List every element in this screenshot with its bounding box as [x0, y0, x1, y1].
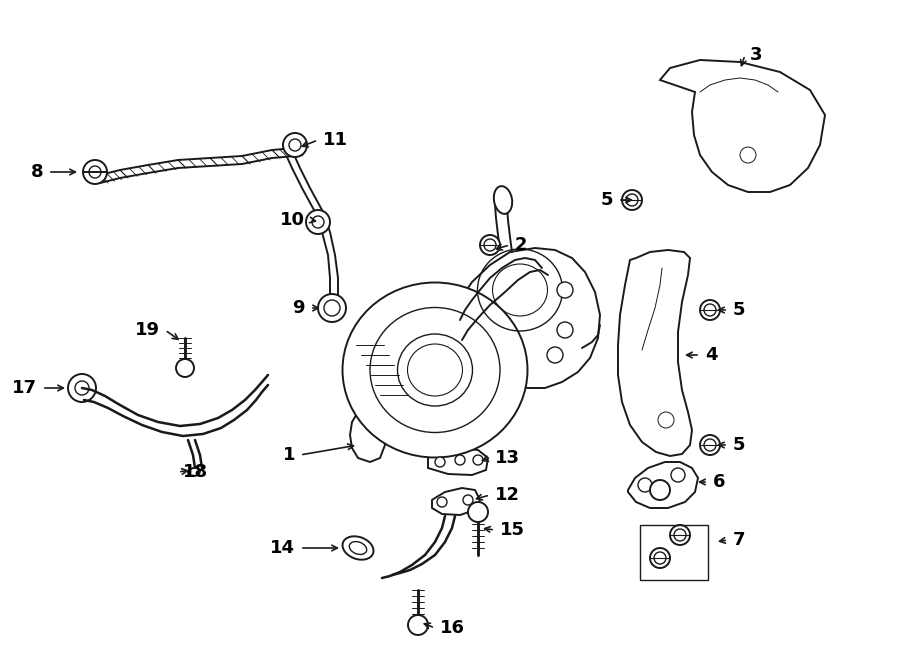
Text: 9: 9	[292, 299, 305, 317]
Ellipse shape	[188, 468, 200, 476]
Circle shape	[557, 322, 573, 338]
Polygon shape	[428, 448, 488, 475]
Circle shape	[83, 160, 107, 184]
Circle shape	[176, 359, 194, 377]
Text: 5: 5	[600, 191, 613, 209]
Polygon shape	[432, 488, 480, 515]
Circle shape	[622, 190, 642, 210]
Polygon shape	[348, 332, 408, 408]
Circle shape	[435, 457, 445, 467]
Circle shape	[306, 210, 330, 234]
Circle shape	[473, 455, 483, 465]
Text: 8: 8	[31, 163, 43, 181]
Circle shape	[700, 435, 720, 455]
Polygon shape	[628, 462, 698, 508]
Circle shape	[283, 133, 307, 157]
Bar	[640, 525, 708, 580]
Polygon shape	[660, 60, 825, 192]
Polygon shape	[618, 250, 692, 456]
Text: 7: 7	[733, 531, 745, 549]
Circle shape	[468, 502, 488, 522]
Text: 3: 3	[750, 46, 762, 64]
Circle shape	[408, 615, 428, 635]
Circle shape	[638, 478, 652, 492]
Circle shape	[480, 235, 500, 255]
Text: 10: 10	[280, 211, 305, 229]
Text: 5: 5	[733, 436, 745, 454]
Circle shape	[318, 294, 346, 322]
Circle shape	[455, 455, 465, 465]
Circle shape	[547, 347, 563, 363]
Circle shape	[557, 282, 573, 298]
Ellipse shape	[343, 536, 373, 559]
Text: 11: 11	[323, 131, 348, 149]
Text: 5: 5	[733, 301, 745, 319]
Circle shape	[670, 525, 690, 545]
Ellipse shape	[343, 283, 527, 457]
Circle shape	[68, 374, 96, 402]
Polygon shape	[448, 248, 600, 390]
Text: 6: 6	[713, 473, 725, 491]
Text: 1: 1	[283, 446, 295, 464]
Ellipse shape	[494, 186, 512, 214]
Text: 13: 13	[495, 449, 520, 467]
Circle shape	[650, 480, 670, 500]
Circle shape	[463, 495, 473, 505]
Text: 4: 4	[705, 346, 717, 364]
Text: 19: 19	[135, 321, 160, 339]
Circle shape	[700, 300, 720, 320]
Text: 18: 18	[183, 463, 208, 481]
Circle shape	[437, 497, 447, 507]
Text: 12: 12	[495, 486, 520, 504]
Text: 15: 15	[500, 521, 525, 539]
Text: 16: 16	[440, 619, 465, 637]
Text: 14: 14	[270, 539, 295, 557]
Circle shape	[650, 548, 670, 568]
Circle shape	[671, 468, 685, 482]
Text: 17: 17	[12, 379, 37, 397]
Text: 2: 2	[515, 236, 527, 254]
Polygon shape	[350, 412, 385, 462]
